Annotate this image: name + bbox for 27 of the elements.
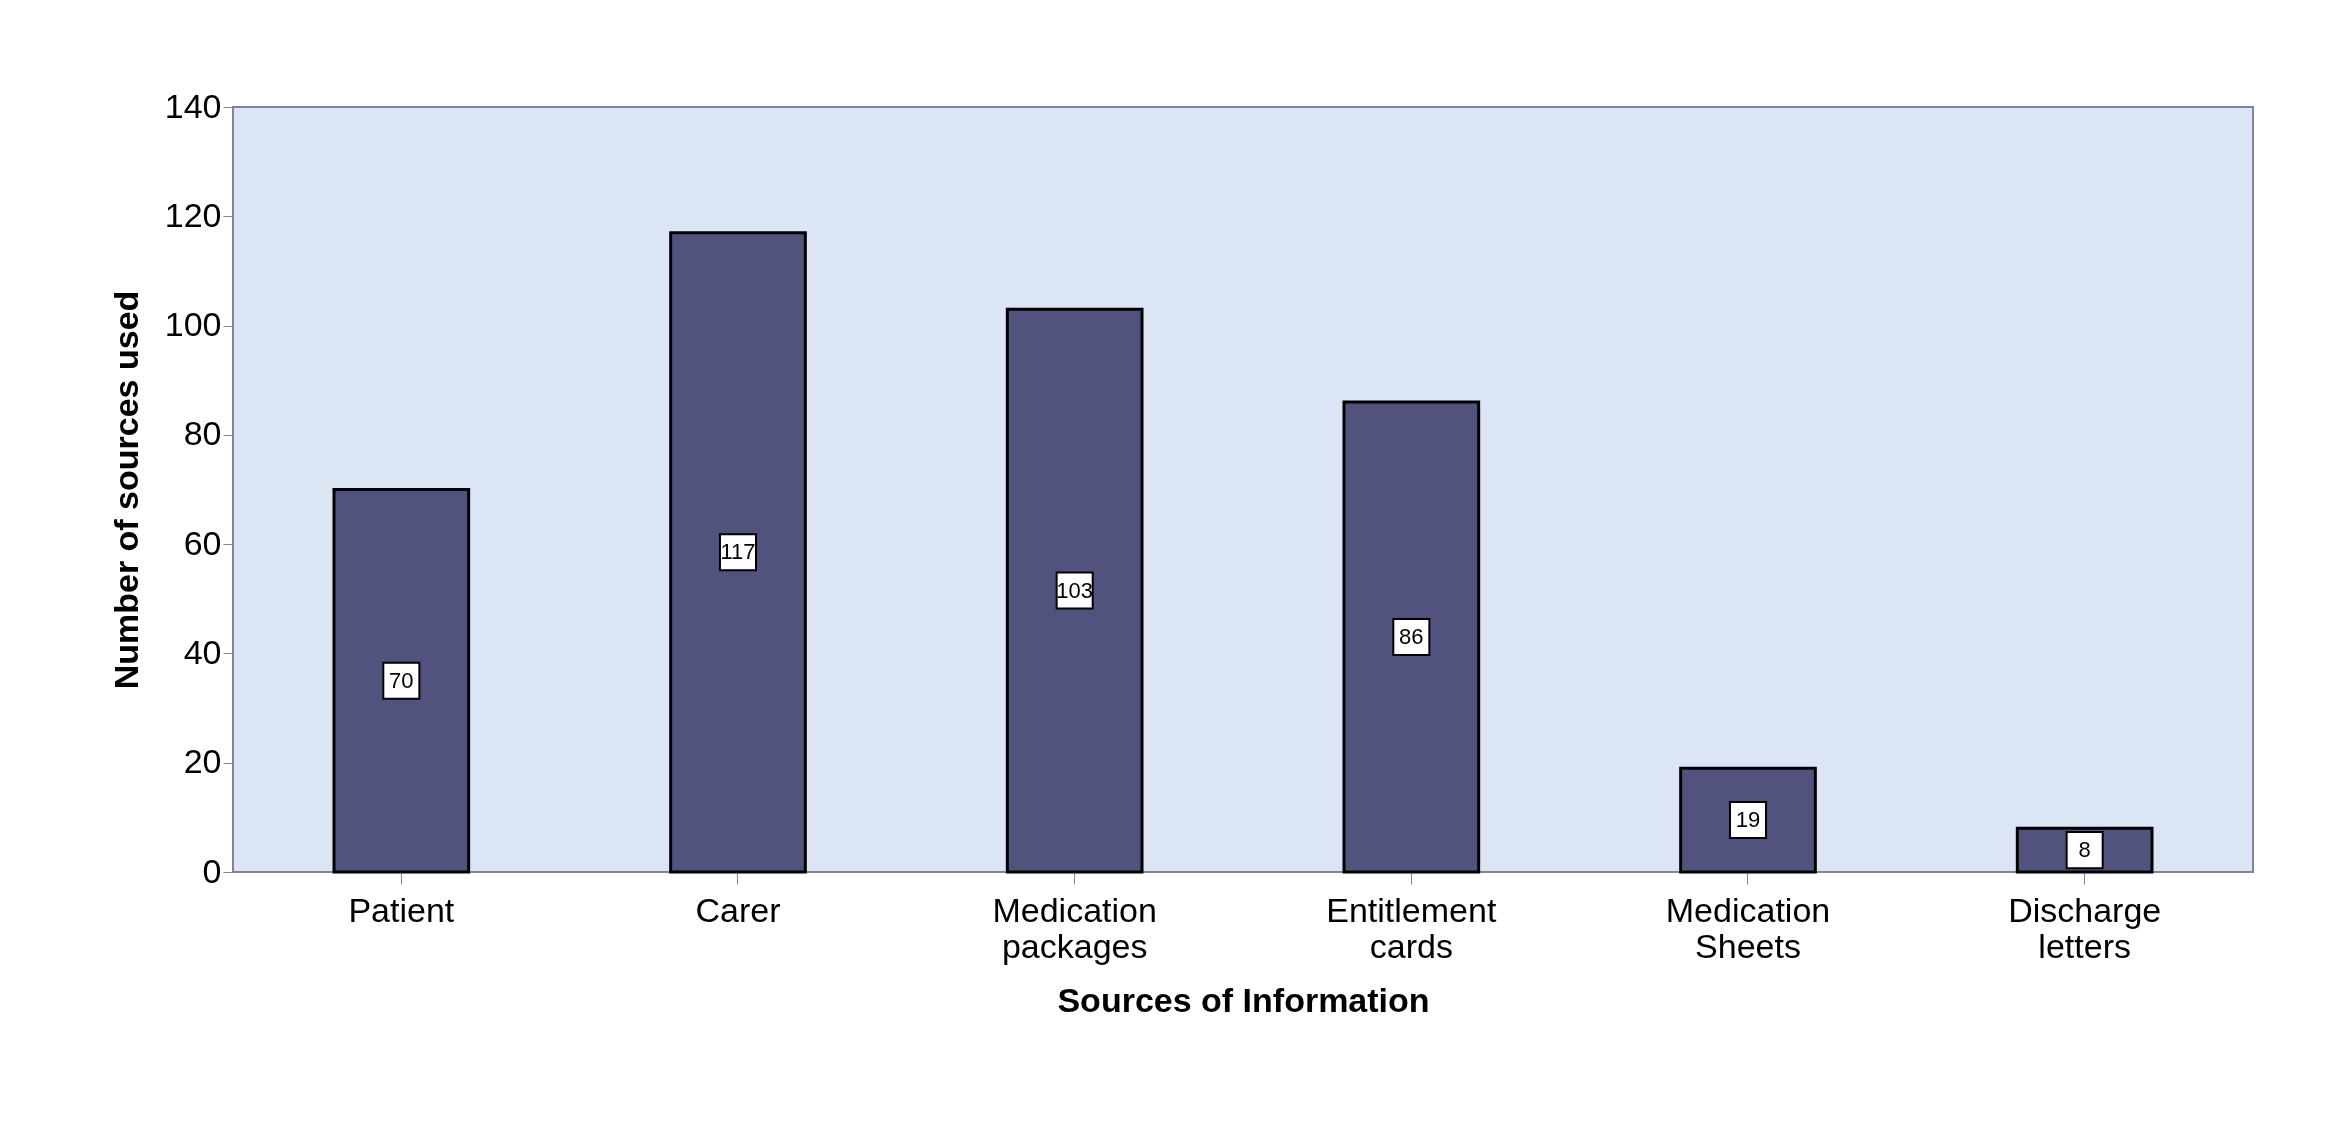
bar xyxy=(332,488,471,874)
y-tick-label: 100 xyxy=(164,305,222,344)
y-axis-title: Number of sources used xyxy=(106,290,145,690)
data-label: 117 xyxy=(720,539,756,565)
bar xyxy=(1005,307,1144,874)
y-tick-label: 140 xyxy=(164,86,222,125)
y-tick-label: 60 xyxy=(183,523,222,562)
x-axis-title: Sources of Information xyxy=(1057,980,1430,1019)
data-label: 70 xyxy=(389,667,414,693)
data-label: 86 xyxy=(1399,624,1424,650)
x-tick-label: Carer xyxy=(695,890,781,929)
x-tick-label: Patient xyxy=(348,890,455,929)
y-tick-label: 120 xyxy=(164,195,222,234)
y-tick-label: 0 xyxy=(202,851,222,890)
y-tick-label: 80 xyxy=(183,414,222,453)
data-label: 8 xyxy=(2078,837,2091,863)
bar xyxy=(1679,766,1817,874)
data-label: 103 xyxy=(1056,577,1094,603)
x-tick-label: Medication packages xyxy=(992,890,1157,965)
x-tick-label: Entitlement cards xyxy=(1326,890,1497,965)
x-tick-label: Discharge letters xyxy=(2008,890,2162,965)
y-tick-label: 20 xyxy=(183,742,222,781)
x-tick-label: Medication Sheets xyxy=(1665,890,1831,965)
y-tick-label: 40 xyxy=(183,632,222,671)
data-label: 19 xyxy=(1735,807,1761,833)
bar xyxy=(1342,400,1481,874)
bar xyxy=(669,231,807,874)
